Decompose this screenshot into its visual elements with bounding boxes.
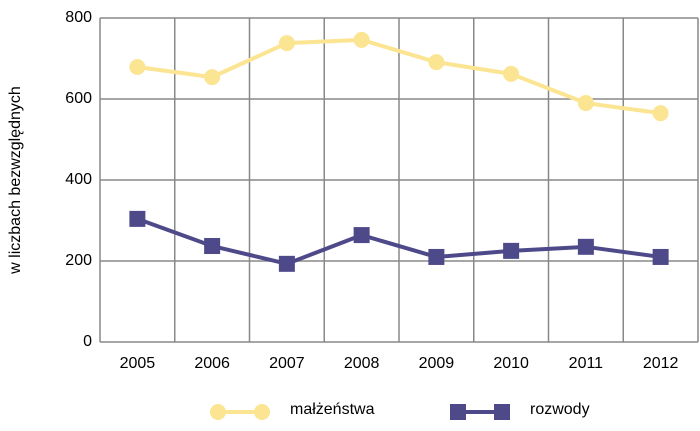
legend-label: małżeństwa (290, 401, 375, 418)
point (129, 59, 146, 76)
legend-label: rozwody (530, 401, 590, 418)
point (428, 54, 445, 71)
x-tick-label: 2008 (344, 355, 380, 372)
point (353, 31, 370, 48)
point (652, 105, 669, 122)
point (450, 404, 466, 420)
series-line (137, 37, 661, 116)
point (278, 255, 295, 272)
point (254, 404, 270, 420)
x-tick-label: 2005 (120, 355, 156, 372)
x-tick-label: 2006 (194, 355, 230, 372)
point (652, 248, 669, 265)
y-tick-label: 600 (65, 90, 92, 107)
x-tick-label: 2011 (569, 355, 604, 372)
x-tick-label: 2009 (419, 355, 455, 372)
y-axis-label: w liczbach bezwzględnych (7, 86, 24, 275)
point (278, 35, 295, 52)
y-tick-label: 0 (83, 333, 92, 350)
point (129, 210, 146, 227)
point (428, 248, 445, 265)
point (503, 65, 520, 82)
point (353, 227, 370, 244)
x-tick-label: 2012 (643, 355, 679, 372)
point (577, 95, 594, 112)
point (204, 69, 221, 86)
point (577, 238, 594, 255)
point (503, 242, 520, 259)
point (204, 238, 221, 255)
point (494, 404, 510, 420)
y-tick-label: 800 (65, 9, 92, 26)
x-tick-label: 2010 (493, 355, 529, 372)
series-line (136, 217, 661, 266)
x-tick-label: 2007 (269, 355, 305, 372)
y-tick-label: 200 (65, 252, 92, 269)
y-tick-label: 400 (65, 171, 92, 188)
point (210, 404, 226, 420)
